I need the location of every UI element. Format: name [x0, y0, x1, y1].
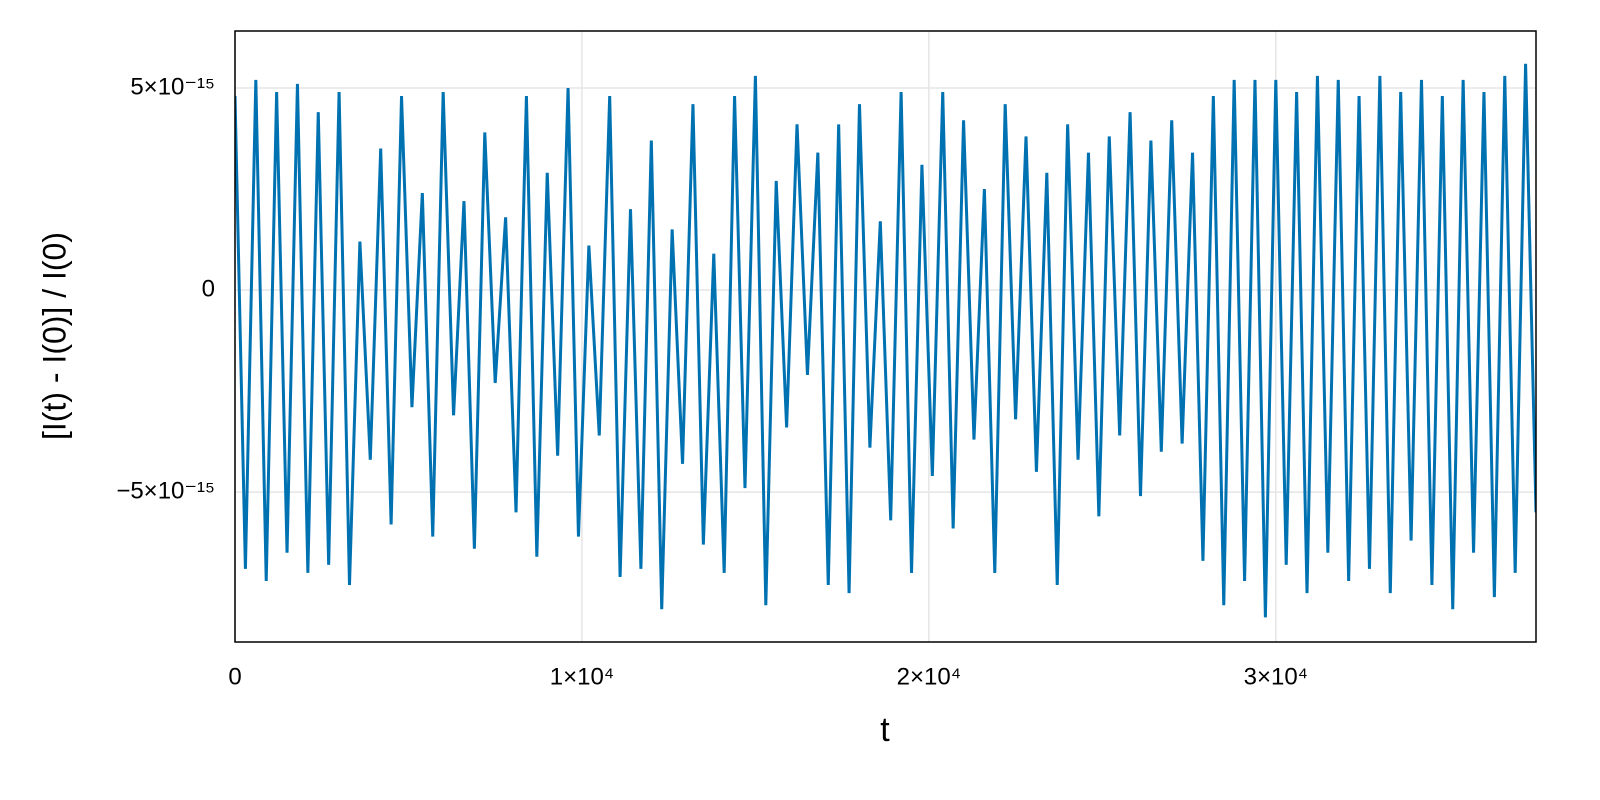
y-tick-label: 0 [202, 275, 215, 302]
x-tick-label: 0 [228, 663, 241, 690]
x-axis-label: t [880, 711, 890, 749]
y-axis-label: [I(t) - I(0)] / I(0) [36, 232, 72, 440]
x-tick-label: 2×10⁴ [897, 663, 961, 690]
x-tick-label: 3×10⁴ [1244, 663, 1308, 690]
x-tick-label: 1×10⁴ [550, 663, 614, 690]
data-line [235, 63, 1536, 618]
y-tick-label: 5×10⁻¹⁵ [130, 73, 215, 100]
y-tick-label: −5×10⁻¹⁵ [116, 477, 215, 504]
plot-frame [234, 30, 1537, 643]
